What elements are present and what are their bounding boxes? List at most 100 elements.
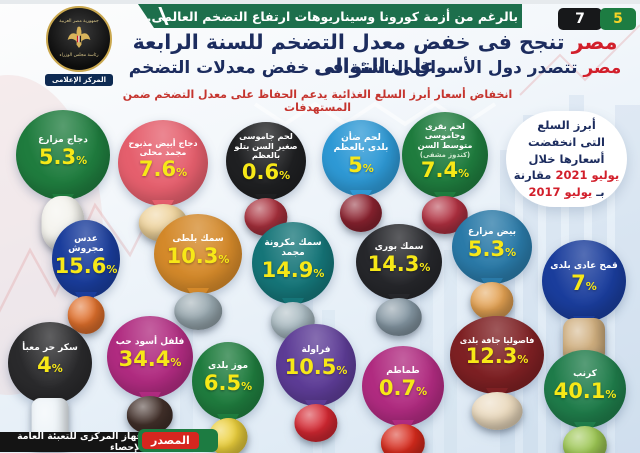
cabbage-image bbox=[562, 426, 608, 453]
item-value: 15.6% bbox=[54, 254, 118, 279]
logo-bottom-text: رئاسة مجلس الوزراء bbox=[59, 53, 99, 58]
lamb-meat-image bbox=[339, 194, 383, 232]
item-label: لحم بقرى وجاموسى متوسط السن bbox=[417, 120, 473, 151]
item-label: لحم جاموسى صغير السن بتلو بالعظم bbox=[234, 130, 298, 161]
balloon-shape: لحم بقرى وجاموسى متوسط السن (كندوز مشفى)… bbox=[402, 112, 488, 198]
top-strip bbox=[0, 0, 640, 4]
item-value: 7% bbox=[571, 270, 597, 295]
source-badge: المصدر bbox=[138, 429, 218, 452]
balloon-shape: قمح عادى بلدى 7% bbox=[542, 240, 626, 322]
strawberry-image bbox=[294, 404, 338, 442]
item-value: 6.5% bbox=[203, 370, 253, 395]
eggs-image bbox=[470, 282, 514, 320]
item-value: 7.6% bbox=[138, 157, 188, 182]
balloon-beef-buffalo: لحم بقرى وجاموسى متوسط السن (كندوز مشفى)… bbox=[402, 112, 488, 234]
government-logo: جمهورية مصر العربية رئاسة مجلس الوزراء ا… bbox=[44, 6, 114, 86]
logo-top-text: جمهورية مصر العربية bbox=[59, 18, 99, 24]
balloon-young-buffalo-veal: لحم جاموسى صغير السن بتلو بالعظم 0.6% bbox=[226, 122, 306, 236]
item-label: سمك بورى bbox=[374, 242, 424, 253]
balloon-crushed-lentils: عدس مجروش 15.6% bbox=[52, 220, 120, 334]
comparison-note-box: أبرز السلع التى انخفضت أسعارها خلال يولي… bbox=[506, 111, 627, 207]
balloon-local-lamb: لحم ضأن بلدى بالعظم 5% bbox=[322, 120, 400, 232]
tilapia-image bbox=[174, 292, 222, 330]
balloon-strawberry: فراولة 10.5% bbox=[276, 324, 356, 442]
balloon-shape: بيض مزارع 5.3% bbox=[452, 210, 532, 284]
title-rest: تنجح فى خفض معدل التضخم للسنة الرابعة عل… bbox=[132, 30, 565, 78]
balloon-shape: فلفل أسود حب 34.4% bbox=[107, 316, 193, 398]
balloon-shape: طماطم 0.7% bbox=[362, 346, 444, 426]
item-value: 5% bbox=[348, 153, 374, 178]
item-value: 14.3% bbox=[367, 251, 431, 276]
balloon-tomato: طماطم 0.7% bbox=[362, 346, 444, 453]
item-label: فلفل أسود حب bbox=[115, 337, 185, 348]
balloon-shape: موز بلدى 6.5% bbox=[192, 342, 264, 420]
note-line: التى انخفضت bbox=[528, 134, 605, 149]
mullet-image bbox=[375, 298, 423, 336]
ribbon-text: بالرغم من أزمة كورونا وسيناريوهات ارتفاع… bbox=[141, 8, 519, 24]
page-number-badge: 5 bbox=[600, 8, 636, 30]
balloon-frozen-macaroni-fish: سمك مكرونة مجمد 14.9% bbox=[252, 222, 334, 340]
balloon-shape: فراولة 10.5% bbox=[276, 324, 356, 406]
balloon-shape: كرنب 40.1% bbox=[544, 350, 626, 428]
item-label: سمك مكرونة مجمد bbox=[264, 237, 322, 259]
item-label: سمك بلطى bbox=[172, 234, 224, 245]
tagline: انخفاض أسعار أبرز السلع الغذائية يدعم ال… bbox=[122, 88, 513, 114]
note-line: يوليو 2021 مقارنة bbox=[513, 168, 620, 183]
item-value: 5.3% bbox=[38, 144, 88, 169]
eagle-icon bbox=[67, 26, 91, 48]
top-ribbon: بالرغم من أزمة كورونا وسيناريوهات ارتفاع… bbox=[138, 4, 522, 28]
item-value: 5.3% bbox=[467, 236, 517, 261]
balloon-shape: سكر حر معبأ 4% bbox=[8, 322, 92, 404]
item-value: 10.3% bbox=[166, 243, 230, 268]
item-sublabel: (كندوز مشفى) bbox=[419, 151, 471, 160]
item-label: دجاج مزارع bbox=[38, 135, 88, 146]
balloon-mullet-fish: سمك بورى 14.3% bbox=[356, 224, 442, 336]
balloon-shape: لحم جاموسى صغير السن بتلو بالعظم 0.6% bbox=[226, 122, 306, 200]
item-label: فراولة bbox=[301, 345, 331, 356]
title-highlight: مصر bbox=[571, 30, 618, 54]
item-label: دجاج أبيض مذبوح مجمد محلى bbox=[128, 137, 198, 158]
item-label: فاصوليا جافة بلدى bbox=[459, 334, 535, 345]
balloon-shape: عدس مجروش 15.6% bbox=[52, 220, 120, 298]
item-label: سكر حر معبأ bbox=[22, 343, 78, 354]
item-value: 0.6% bbox=[241, 160, 291, 185]
balloon-farm-eggs: بيض مزارع 5.3% bbox=[452, 210, 532, 320]
main-title: مصر تنجح فى خفض معدل التضخم للسنة الرابع… bbox=[120, 30, 630, 78]
item-label: كرنب bbox=[573, 369, 597, 380]
item-value: 10.5% bbox=[284, 354, 348, 379]
note-line: أسعارها خلال bbox=[528, 151, 605, 166]
item-value: 4% bbox=[37, 352, 63, 377]
item-value: 12.3% bbox=[465, 344, 529, 369]
balloon-local-banana: موز بلدى 6.5% bbox=[192, 342, 264, 453]
source-agency-bar: الجهاز المركزى للتعبئة العامة والإحصاء bbox=[0, 431, 150, 453]
note-line: أبرز السلع bbox=[537, 118, 596, 133]
item-value: 14.9% bbox=[261, 258, 325, 283]
balloon-cabbage: كرنب 40.1% bbox=[544, 350, 626, 453]
balloon-frozen-white-chicken: دجاج أبيض مذبوح مجمد محلى 7.6% bbox=[118, 120, 208, 242]
tomato-image bbox=[380, 424, 426, 453]
source-label: المصدر bbox=[142, 431, 199, 450]
item-value: 0.7% bbox=[378, 375, 428, 400]
item-label: طماطم bbox=[386, 366, 420, 377]
subtitle-rest: تتصدر دول الأسواق الناشئة فى خفض معدلات … bbox=[128, 58, 578, 78]
pepper-image bbox=[126, 396, 174, 434]
item-value: 34.4% bbox=[118, 346, 182, 371]
balloon-packed-sugar: سكر حر معبأ 4% bbox=[8, 322, 92, 450]
logo-banner: المركز الإعلامى bbox=[45, 74, 113, 86]
item-label: لحم ضأن بلدى بالعظم bbox=[333, 132, 389, 154]
balloon-shape: سمك بورى 14.3% bbox=[356, 224, 442, 300]
item-label: موز بلدى bbox=[207, 361, 249, 372]
subtitle-highlight: مصر bbox=[583, 58, 622, 78]
item-label: عدس مجروش bbox=[68, 233, 104, 255]
balloon-dry-beans: فاصوليا جافة بلدى 12.3% bbox=[450, 316, 544, 430]
balloon-black-pepper: فلفل أسود حب 34.4% bbox=[107, 316, 193, 434]
balloon-local-wheat: قمح عادى بلدى 7% bbox=[542, 240, 626, 364]
balloon-shape: فاصوليا جافة بلدى 12.3% bbox=[450, 316, 544, 394]
item-label: قمح عادى بلدى bbox=[550, 261, 618, 272]
page-total-badge: 7 bbox=[558, 8, 602, 30]
subtitle: مصر تتصدر دول الأسواق الناشئة فى خفض معد… bbox=[120, 58, 630, 78]
beans-image bbox=[471, 392, 523, 430]
balloon-shape: دجاج أبيض مذبوح مجمد محلى 7.6% bbox=[118, 120, 208, 206]
lentils-image bbox=[67, 296, 105, 334]
